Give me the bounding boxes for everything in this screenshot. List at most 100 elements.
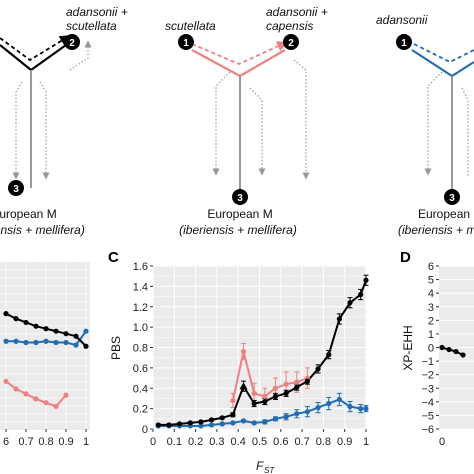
svg-text:2: 2 [288,38,294,49]
diagram-2-top-right-label-line1: adansonii + [266,5,328,19]
chart-b-point-black [23,319,29,326]
diagram-3: adansonii 1 3 European (iberiensis + mel… [376,13,474,237]
chart-d-x-tick-label: 0 [439,436,445,448]
diagram-2-bottom-label-line1: European M [207,207,272,221]
chart-c-point-black [155,422,161,428]
chart-b-point-black [63,331,69,337]
chart-d-y-tick-label: −2 [421,370,434,382]
chart-c-x-tick-label: 0.6 [273,436,288,448]
chart-b-x-tick-label: 0.8 [38,436,53,448]
chart-d-y-tick-label: 1 [428,329,434,341]
svg-text:1: 1 [183,38,189,49]
diagram-1: adansonii + scutellata 2 3 European M ib… [0,5,128,237]
chart-c-x-tick-label: 0 [150,436,156,448]
chart-d-y-tick-label: 5 [428,275,434,287]
panel-label-c: C [108,249,119,266]
chart-b: 6 0.7 0.8 0.9 1 [0,262,90,448]
chart-b-point-pink [3,378,9,384]
diagram-3-bottom-label-line1: European [418,207,470,221]
diagram-2-bottom-label-line2: (iberiensis + mellifera) [179,223,297,237]
chart-c-point-black [230,412,236,418]
chart-b-point-blue [13,338,19,344]
chart-c-x-tick-label: 0.5 [252,436,267,448]
chart-b-point-black [13,316,19,322]
chart-b-point-black [53,328,59,334]
chart-b-point-pink [13,386,19,392]
chart-c-y-tick-label: 0 [142,424,148,436]
diagram-2-top-right-label-line2: capensis [266,19,313,33]
diagram-2-dashed-arrow [191,41,288,65]
chart-c-x-axis-label-subscript: ST [264,466,275,474]
chart-c-point-black [358,291,364,298]
svg-text:3: 3 [13,184,19,195]
chart-b-point-blue [43,338,49,344]
diagram-3-node-1 [396,34,412,50]
chart-b-point-pink [63,392,69,398]
chart-c-point-blue [304,409,311,415]
chart-c-point-blue [198,423,204,429]
diagram-3-node-3 [444,189,460,205]
chart-d-y-tick-label: 0 [428,343,434,355]
chart-c-x-tick-label: 0.7 [294,436,309,448]
chart-c-x-tick-label: 0.3 [209,436,224,448]
diagram-2-top-left-label: scutellata [165,19,216,33]
chart-b-point-pink [53,403,59,410]
chart-d-y-axis-label: XP-EHH [401,325,415,370]
chart-c: C 0 0.2 0.4 0.6 0.8 1.0 1.2 1.4 1.6 0 0.1 0.2 0.3 0.… [108,249,369,474]
chart-c-point-black [187,420,193,426]
chart-c-point-black [239,382,248,390]
chart-c-y-axis-label: PBS [109,336,123,360]
chart-c-x-tick-label: 0.1 [167,436,182,448]
chart-c-point-black [177,421,183,427]
chart-b-point-pink [23,391,29,397]
chart-c-y-tick-label: 0.8 [133,343,148,355]
chart-b-point-black [73,333,79,339]
diagram-1-dotted-arrow-outer [69,40,92,71]
chart-c-point-black [304,378,311,384]
chart-c-point-blue [240,418,247,424]
chart-d-y-tick-label: −6 [421,424,434,436]
chart-d-point-black [439,344,445,351]
chart-c-point-blue [294,411,300,417]
diagram-3-dotted-arrow-left [424,71,443,176]
chart-d-point-black [453,348,459,355]
chart-b-point-black [43,326,49,332]
chart-c-point-blue [283,414,289,420]
chart-c-y-tick-label: 1.2 [133,302,148,314]
chart-d-y-tick-label: 3 [428,302,434,314]
diagram-1-top-right-label-line2: scutellata [66,19,117,33]
chart-c-x-tick-label: 1 [363,436,369,448]
chart-c-point-pink [262,393,268,399]
diagram-2-dotted-arrow-outer [293,59,310,180]
diagram-1-bottom-label-line2: iberiensis + mellifera) [0,223,85,237]
diagram-2: scutellata adansonii + capensis 1 2 3 Eu… [165,5,328,237]
chart-b-x-tick-label: 0.7 [18,436,33,448]
chart-c-point-blue [347,403,353,410]
chart-b-point-black [83,343,89,349]
diagram-2-node-2 [283,34,299,50]
svg-text:3: 3 [449,193,455,204]
chart-c-point-black [251,400,257,407]
chart-b-point-blue [23,339,29,346]
chart-c-point-pink [240,348,247,355]
chart-b-point-black [3,311,9,317]
chart-c-y-tick-label: 0.2 [133,404,148,416]
chart-c-point-black [166,422,172,428]
svg-text:3: 3 [237,193,243,204]
chart-b-x-tick-label: 1 [83,436,89,448]
svg-text:1: 1 [401,38,407,49]
chart-b-point-blue [53,339,59,346]
diagram-1-node-2 [64,34,80,50]
chart-b-point-blue [33,339,39,346]
chart-d-series-line-black [441,346,464,356]
chart-c-point-black [294,384,300,390]
chart-d-y-tick-label: −4 [421,397,434,409]
chart-d-y-tick-label: −5 [421,410,434,422]
chart-c-point-blue [251,420,257,426]
chart-c-point-blue [326,400,332,407]
chart-c-x-axis-label: F [256,459,264,473]
chart-c-point-black [198,419,204,425]
chart-d-point-black [446,346,452,353]
chart-c-y-tick-label: 0.6 [133,363,148,375]
